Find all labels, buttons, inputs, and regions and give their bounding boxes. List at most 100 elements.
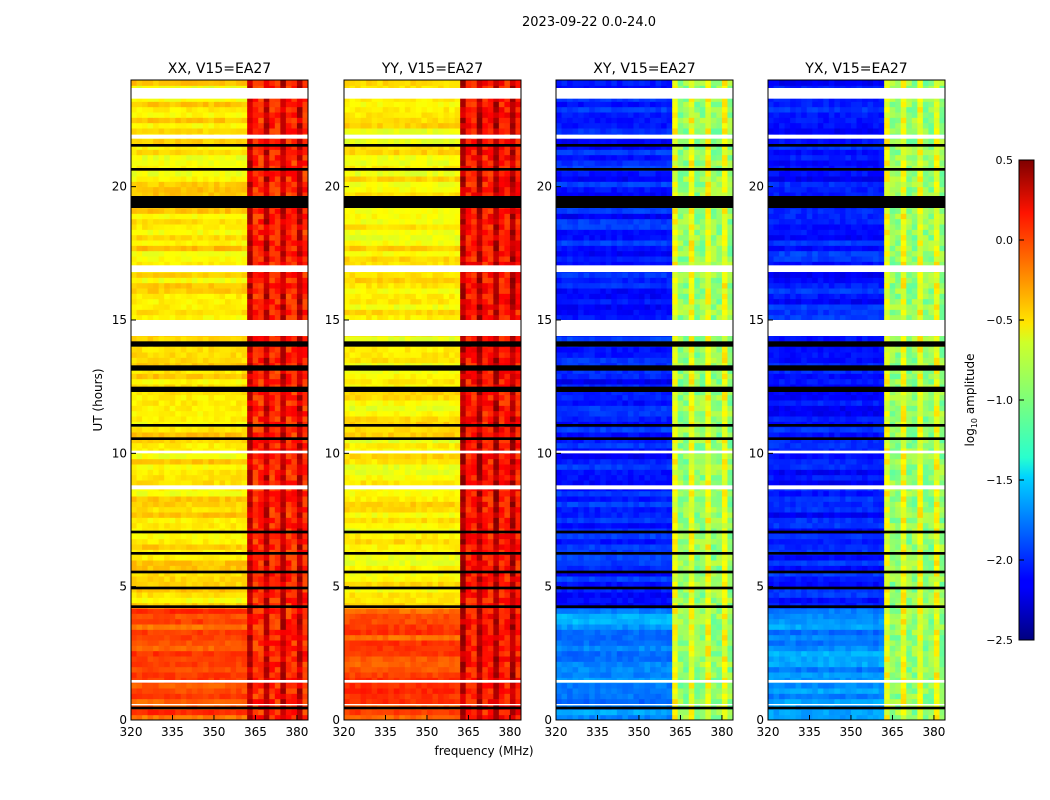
heatmap-cell: [142, 352, 149, 358]
heatmap-cell: [302, 149, 309, 156]
heatmap-cell: [236, 208, 243, 214]
heatmap-cell: [202, 245, 209, 252]
heatmap-cell: [280, 458, 287, 465]
heatmap-cell: [460, 624, 467, 630]
heatmap-cell: [274, 565, 281, 572]
heatmap-cell: [219, 624, 226, 630]
heatmap-cell: [225, 634, 232, 641]
heatmap-cell: [252, 629, 259, 636]
heatmap-cell: [142, 709, 149, 716]
heatmap-cell: [476, 586, 483, 593]
heatmap-cell: [247, 586, 254, 593]
heatmap-cell: [247, 426, 254, 433]
heatmap-cell: [208, 458, 215, 465]
heatmap-cell: [302, 256, 309, 262]
heatmap-cell: [175, 240, 182, 246]
heatmap-cell: [197, 597, 204, 604]
heatmap-cell: [426, 560, 433, 566]
heatmap-cell: [230, 304, 237, 310]
heatmap-cell: [147, 336, 154, 342]
heatmap-cell: [131, 304, 138, 310]
heatmap-cell: [186, 608, 193, 614]
heatmap-cell: [208, 581, 215, 588]
heatmap-cell: [252, 688, 259, 694]
heatmap-cell: [258, 400, 265, 406]
heatmap-cell: [504, 640, 511, 646]
heatmap-cell: [241, 517, 248, 524]
heatmap-cell: [153, 346, 160, 353]
heatmap-cell: [175, 405, 182, 412]
heatmap-cell: [164, 293, 171, 300]
heatmap-cell: [230, 544, 237, 550]
heatmap-cell: [186, 624, 193, 630]
heatmap-cell: [404, 709, 411, 716]
heatmap-cell: [191, 544, 198, 550]
heatmap-cell: [213, 618, 220, 625]
heatmap-cell: [164, 554, 171, 561]
heatmap-cell: [263, 368, 270, 374]
heatmap-cell: [186, 458, 193, 465]
heatmap-cell: [142, 496, 149, 502]
heatmap-cell: [252, 453, 259, 460]
heatmap-cell: [515, 576, 522, 582]
heatmap-cell: [465, 693, 472, 700]
heatmap-cell: [382, 634, 389, 641]
heatmap-cell: [291, 138, 298, 145]
heatmap-cell: [291, 282, 298, 289]
heatmap-cell: [465, 672, 472, 678]
heatmap-cell: [465, 634, 472, 641]
heatmap-cell: [158, 352, 165, 358]
heatmap-cell: [252, 458, 259, 465]
heatmap-cell: [202, 682, 209, 689]
heatmap-cell: [169, 346, 176, 353]
heatmap-cell: [504, 693, 511, 700]
heatmap-cell: [252, 229, 259, 236]
heatmap-cell: [465, 538, 472, 545]
heatmap-cell: [213, 309, 220, 316]
heatmap-cell: [131, 576, 138, 582]
heatmap-cell: [197, 128, 204, 134]
heatmap-cell: [169, 672, 176, 678]
heatmap-cell: [175, 474, 182, 481]
heatmap-cell: [410, 554, 417, 561]
heatmap-cell: [180, 106, 187, 113]
heatmap-cell: [197, 224, 204, 230]
heatmap-cell: [219, 213, 226, 220]
heatmap-cell: [153, 597, 160, 604]
heatmap-cell: [131, 245, 138, 252]
heatmap-cell: [355, 709, 362, 716]
heatmap-cell: [153, 96, 160, 102]
heatmap-cell: [153, 261, 160, 268]
heatmap-cell: [291, 544, 298, 550]
heatmap-cell: [404, 682, 411, 689]
heatmap-cell: [208, 442, 215, 449]
heatmap-cell: [186, 154, 193, 161]
x-tick-label: 380: [285, 725, 308, 739]
heatmap-cell: [208, 480, 215, 486]
heatmap-cell: [131, 474, 138, 481]
heatmap-cell: [438, 645, 445, 652]
heatmap-cell: [515, 709, 522, 716]
heatmap-cell: [180, 490, 187, 497]
heatmap-cell: [191, 261, 198, 268]
heatmap-cell: [219, 373, 226, 380]
heatmap-cell: [191, 170, 198, 177]
heatmap-cell: [236, 282, 243, 289]
heatmap-cell: [202, 410, 209, 417]
heatmap-cell: [236, 426, 243, 433]
x-tick-label: 365: [244, 725, 267, 739]
heatmap-cell: [471, 682, 478, 689]
heatmap-cell: [302, 229, 309, 236]
heatmap-cell: [158, 560, 165, 566]
heatmap-cell: [219, 256, 226, 262]
heatmap-cell: [388, 640, 395, 646]
heatmap-cell: [136, 117, 143, 124]
heatmap-cell: [136, 410, 143, 417]
heatmap-cell: [487, 608, 494, 614]
heatmap-cell: [482, 672, 489, 678]
heatmap-cell: [247, 570, 254, 577]
heatmap-cell: [169, 282, 176, 289]
heatmap-cell: [393, 629, 400, 636]
heatmap-cell: [208, 373, 215, 380]
heatmap-cell: [404, 714, 411, 721]
